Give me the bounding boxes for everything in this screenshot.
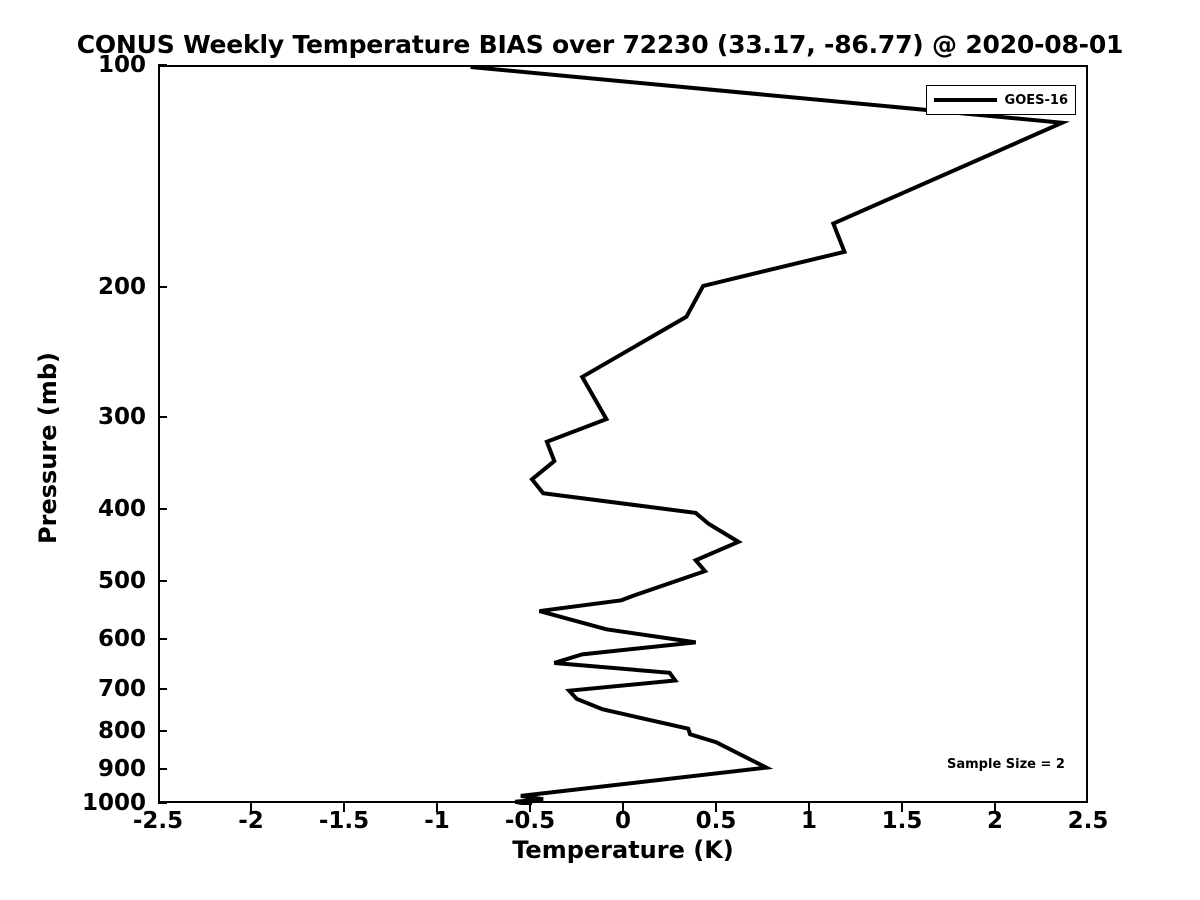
y-tick-mark-1000 [158,802,167,804]
x-tick-mark-1 [808,803,810,812]
x-tick-mark-2 [994,803,996,812]
x-tick-label-neg0_5: -0.5 [504,808,556,834]
x-tick-label-1_5: 1.5 [881,808,923,834]
legend-label-goes-16: GOES-16 [1004,92,1068,108]
x-tick-label-neg2_5: -2.5 [132,808,184,834]
series-line-goes-16 [470,67,1070,805]
y-tick-label-300: 300 [97,404,146,431]
x-tick-mark-1_5 [901,803,903,812]
y-tick-label-100: 100 [97,52,146,78]
y-tick-mark-400 [158,508,167,511]
x-tick-label-neg1_5: -1.5 [318,808,370,834]
y-tick-label-700: 700 [97,675,146,702]
x-tick-label-2_5: 2.5 [1067,808,1109,834]
chart-title: CONUS Weekly Temperature BIAS over 72230… [76,30,1124,59]
x-axis-label: Temperature (K) [512,836,734,864]
x-tick-label-neg1: -1 [424,808,450,834]
x-tick-mark-neg2 [250,803,252,812]
x-tick-mark-0_5 [715,803,717,812]
y-tick-mark-900 [158,768,167,771]
y-tick-mark-600 [158,638,167,641]
x-tick-mark-neg1 [436,803,438,812]
y-tick-label-200: 200 [97,274,146,301]
y-tick-label-900: 900 [97,756,146,783]
x-tick-label-0_5: 0.5 [695,808,737,834]
y-tick-mark-800 [158,730,167,733]
sample-size-annotation: Sample Size = 2 [947,757,1065,772]
data-plot-svg [470,67,1070,805]
x-tick-mark-neg1_5 [343,803,345,812]
plot-area [158,65,1088,805]
y-tick-mark-700 [158,687,167,690]
y-axis-label: Pressure (mb) [34,352,62,544]
x-tick-label-1: 1 [800,808,817,834]
x-tick-mark-neg0_5 [529,803,531,812]
y-tick-label-600: 600 [97,626,146,653]
y-tick-mark-300 [158,416,167,419]
legend-box: GOES-16 [926,85,1076,115]
legend-line-swatch [934,98,997,102]
y-tick-mark-100 [158,64,167,66]
x-tick-label-neg2: -2 [238,808,264,834]
x-tick-label-2: 2 [986,808,1003,834]
x-tick-label-0: 0 [614,808,631,834]
y-tick-label-500: 500 [97,567,146,594]
x-tick-mark-0 [622,803,624,812]
y-tick-mark-200 [158,286,167,289]
y-tick-label-400: 400 [97,496,146,523]
y-tick-label-1000: 1000 [81,790,146,816]
y-tick-mark-500 [158,579,167,582]
y-tick-label-800: 800 [97,718,146,745]
